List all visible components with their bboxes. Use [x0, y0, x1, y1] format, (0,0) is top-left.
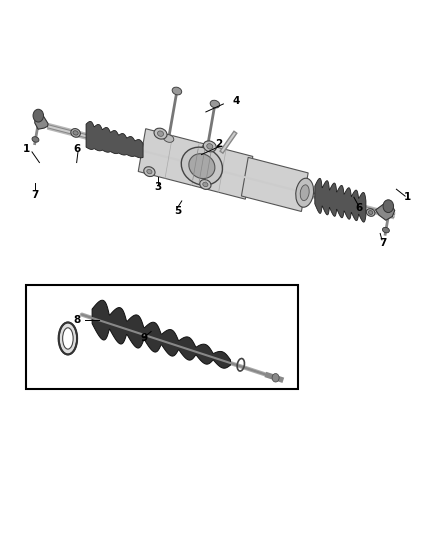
Ellipse shape: [210, 100, 220, 108]
Polygon shape: [315, 179, 366, 222]
Ellipse shape: [382, 228, 389, 233]
Text: 7: 7: [380, 238, 387, 247]
Text: 7: 7: [32, 190, 39, 199]
Polygon shape: [92, 300, 230, 368]
Polygon shape: [375, 204, 395, 220]
Text: 1: 1: [404, 192, 411, 202]
Ellipse shape: [203, 141, 216, 152]
Polygon shape: [86, 122, 143, 158]
Ellipse shape: [181, 147, 223, 185]
Circle shape: [33, 109, 43, 122]
Polygon shape: [241, 157, 308, 212]
Ellipse shape: [366, 209, 375, 216]
Text: 1: 1: [23, 144, 30, 154]
Ellipse shape: [172, 87, 182, 95]
Text: 9: 9: [141, 334, 148, 343]
Ellipse shape: [73, 131, 78, 135]
Ellipse shape: [71, 128, 80, 138]
Text: 8: 8: [73, 315, 80, 325]
Ellipse shape: [154, 128, 167, 139]
Ellipse shape: [144, 167, 155, 176]
Ellipse shape: [200, 180, 211, 189]
Ellipse shape: [189, 154, 215, 179]
Polygon shape: [35, 111, 48, 129]
Ellipse shape: [203, 182, 208, 187]
Ellipse shape: [296, 178, 314, 207]
Ellipse shape: [59, 322, 77, 354]
Ellipse shape: [147, 169, 152, 174]
Circle shape: [272, 374, 279, 382]
Ellipse shape: [202, 144, 212, 152]
Polygon shape: [138, 128, 253, 199]
Text: 5: 5: [174, 206, 181, 215]
Text: 3: 3: [154, 182, 161, 191]
Circle shape: [383, 200, 394, 213]
Text: 2: 2: [215, 139, 223, 149]
Ellipse shape: [163, 134, 174, 142]
Ellipse shape: [32, 136, 39, 142]
Text: 6: 6: [356, 203, 363, 213]
Ellipse shape: [368, 211, 373, 214]
Text: 6: 6: [73, 144, 80, 154]
Ellipse shape: [207, 144, 213, 149]
Bar: [26, 285, 298, 389]
Ellipse shape: [158, 131, 163, 136]
Ellipse shape: [63, 328, 73, 349]
Text: 4: 4: [233, 96, 240, 106]
Ellipse shape: [300, 185, 309, 200]
